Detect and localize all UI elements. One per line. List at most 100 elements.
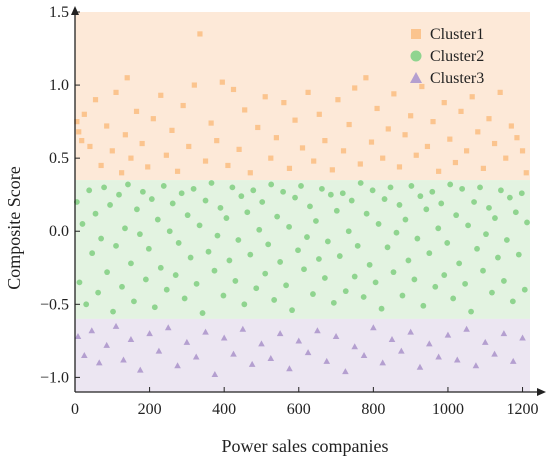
cluster2-point-113 [411, 276, 418, 283]
cluster2-point-144 [503, 237, 510, 243]
cluster1-point-34 [247, 170, 253, 176]
cluster2-point-147 [512, 209, 519, 216]
cluster2-point-32 [169, 200, 176, 207]
cluster1-point-22 [180, 102, 186, 109]
cluster1-point-57 [385, 126, 391, 132]
cluster-bands [75, 12, 530, 392]
cluster2-point-76 [301, 266, 307, 273]
cluster2-point-72 [289, 307, 295, 314]
cluster2-point-145 [506, 194, 513, 201]
cluster2-point-141 [495, 254, 501, 261]
cluster2-point-115 [417, 193, 424, 200]
cluster3-point-32 [360, 352, 368, 359]
cluster2-point-15 [119, 283, 125, 290]
cluster2-point-50 [223, 215, 230, 221]
cluster2-point-35 [178, 190, 185, 197]
cluster2-point-96 [360, 294, 367, 300]
cluster2-point-94 [354, 242, 361, 249]
cluster2-point-31 [166, 228, 173, 235]
cluster1-point-62 [413, 152, 419, 158]
cluster2-point-49 [220, 292, 227, 299]
cluster1-point-69 [452, 159, 459, 166]
cluster1-point-5 [92, 97, 99, 103]
band-cluster3 [75, 318, 530, 392]
legend-label-cluster1: Cluster1 [430, 26, 484, 43]
cluster3-point-47 [500, 330, 508, 337]
cluster2-point-125 [447, 181, 454, 188]
cluster1-point-47 [329, 167, 335, 173]
cluster1-point-11 [122, 132, 128, 138]
cluster2-point-45 [208, 180, 215, 186]
cluster2-point-106 [390, 269, 397, 276]
cluster1-point-33 [242, 107, 248, 113]
cluster2-point-95 [357, 180, 364, 186]
cluster2-point-85 [327, 191, 334, 198]
cluster3-point-26 [304, 349, 312, 356]
cluster3-point-4 [103, 341, 111, 348]
cluster2-point-74 [295, 247, 301, 254]
cluster2-point-81 [316, 256, 322, 262]
cluster1-point-42 [299, 145, 306, 151]
cluster2-point-39 [190, 185, 197, 192]
cluster1-point-56 [380, 155, 386, 161]
cluster2-point-132 [468, 308, 474, 315]
cluster1-point-29 [219, 79, 225, 85]
cluster1-point-81 [519, 148, 526, 154]
cluster2-point-60 [253, 285, 260, 292]
cluster1-point-73 [475, 129, 481, 135]
cluster3-point-28 [323, 357, 331, 364]
cluster2-point-143 [500, 278, 507, 284]
cluster1-point-20 [169, 127, 175, 133]
cluster1-point-30 [225, 162, 231, 169]
cluster1-point-39 [281, 100, 287, 106]
cluster2-point-70 [283, 282, 289, 289]
data-points [73, 31, 530, 378]
cluster1-point-52 [357, 161, 363, 167]
cluster2-point-151 [524, 219, 530, 226]
cluster2-point-65 [268, 181, 275, 188]
cluster2-point-41 [196, 222, 203, 229]
cluster1-point-25 [197, 31, 203, 37]
cluster2-point-89 [339, 190, 346, 197]
cluster2-point-26 [151, 304, 158, 311]
x-tick-label-4: 800 [361, 401, 385, 418]
cluster3-point-27 [314, 327, 321, 334]
cluster3-point-39 [426, 340, 433, 347]
cluster3-point-44 [472, 362, 480, 369]
cluster1-point-72 [469, 94, 475, 100]
cluster2-point-140 [492, 215, 498, 221]
cluster1-point-63 [419, 83, 425, 90]
cluster3-point-30 [342, 368, 349, 375]
cluster2-point-126 [450, 295, 457, 302]
cluster1-point-36 [262, 94, 268, 100]
cluster2-point-27 [154, 216, 161, 223]
cluster3-point-38 [416, 363, 424, 370]
cluster2-point-7 [95, 289, 102, 296]
cluster3-point-45 [481, 338, 489, 345]
cluster1-point-55 [374, 105, 380, 112]
cluster2-point-88 [336, 253, 343, 259]
cluster3-point-2 [88, 327, 96, 334]
cluster2-point-38 [187, 254, 194, 261]
cluster1-point-77 [497, 89, 503, 95]
cluster2-point-51 [226, 257, 233, 264]
cluster1-point-3 [81, 111, 87, 117]
cluster1-point-2 [79, 138, 85, 144]
cluster2-point-67 [274, 213, 281, 220]
cluster2-point-146 [509, 298, 516, 305]
cluster3-point-8 [136, 366, 144, 373]
cluster2-point-37 [184, 212, 191, 219]
cluster2-point-29 [160, 183, 167, 189]
cluster1-point-71 [463, 148, 470, 154]
cluster1-point-51 [352, 85, 358, 91]
cluster1-point-53 [363, 75, 369, 81]
cluster2-point-54 [235, 237, 242, 243]
x-tick-label-6: 1200 [507, 401, 539, 418]
cluster2-point-62 [259, 199, 266, 205]
cluster2-point-129 [459, 185, 466, 192]
cluster1-point-58 [391, 91, 397, 97]
cluster2-point-34 [175, 240, 182, 246]
cluster2-point-42 [199, 310, 206, 316]
cluster2-point-28 [157, 264, 164, 271]
